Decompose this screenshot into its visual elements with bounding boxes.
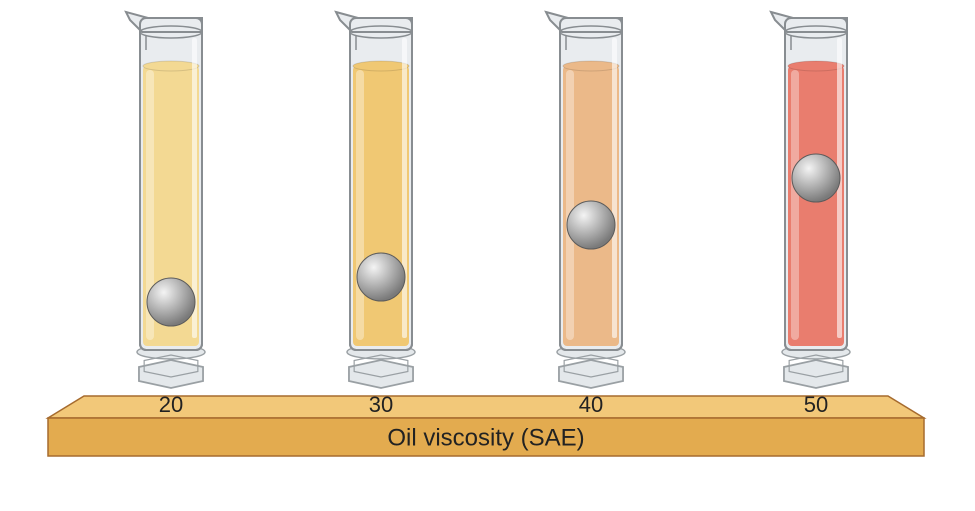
glass-highlight (612, 38, 617, 338)
spout (336, 12, 412, 32)
fluid-surface (353, 61, 409, 71)
viscosity-diagram: Oil viscosity (SAE) 20 30 40 50 (0, 0, 975, 511)
cylinder (771, 12, 850, 388)
cylinder-label: 40 (579, 392, 603, 417)
cylinder-base-hex (559, 360, 623, 388)
cylinder (126, 12, 205, 388)
platform-title: Oil viscosity (SAE) (387, 424, 584, 451)
spout (546, 12, 622, 32)
fluid-highlight (791, 70, 799, 340)
cylinder-label: 30 (369, 392, 393, 417)
fluid-surface (788, 61, 844, 71)
ball-icon (792, 154, 840, 202)
cylinder-label: 20 (159, 392, 183, 417)
ball-icon (357, 253, 405, 301)
ball-icon (567, 201, 615, 249)
spout (126, 12, 202, 32)
spout (771, 12, 847, 32)
cylinder (336, 12, 415, 388)
cylinder-label: 50 (804, 392, 828, 417)
cylinder-base-hex (349, 360, 413, 388)
ball-icon (147, 278, 195, 326)
fluid-surface (563, 61, 619, 71)
cylinder (546, 12, 625, 388)
fluid-highlight (566, 70, 574, 340)
glass-highlight (402, 38, 407, 338)
fluid-surface (143, 61, 199, 71)
fluid-highlight (356, 70, 364, 340)
cylinder-base-hex (139, 360, 203, 388)
cylinder-base-hex (784, 360, 848, 388)
